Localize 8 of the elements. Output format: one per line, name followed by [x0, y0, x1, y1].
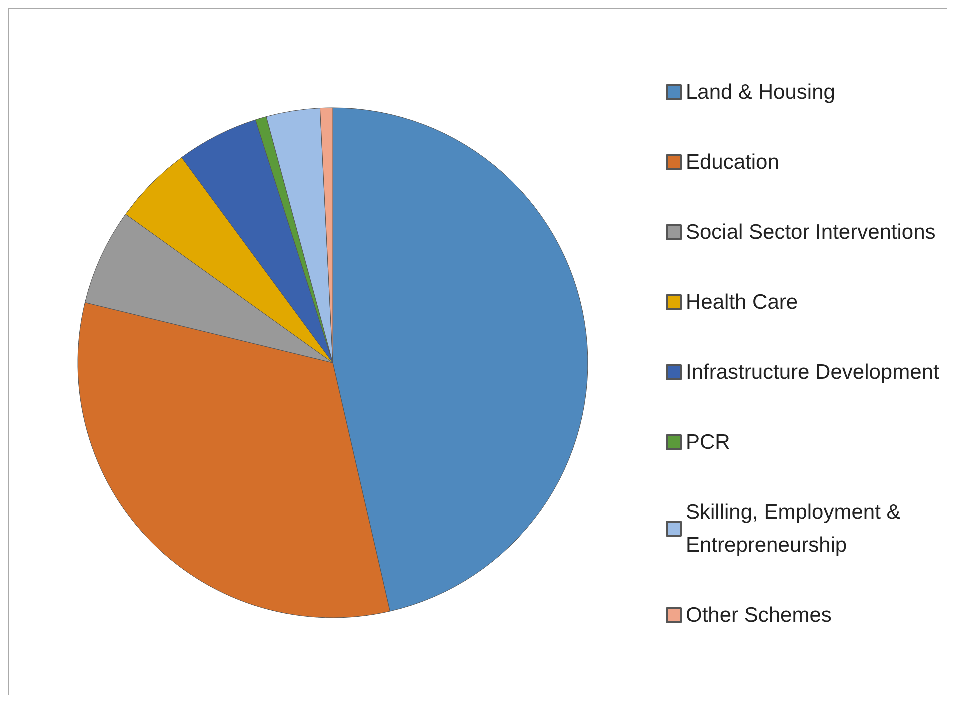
legend-label: Other Schemes	[686, 604, 832, 627]
legend-label: Infrastructure Development	[686, 361, 940, 384]
legend-label: Land & Housing	[686, 81, 836, 104]
legend-label: Education	[686, 151, 780, 174]
legend-label: Skilling, Employment & Entrepreneurship	[686, 501, 907, 557]
legend-label: Health Care	[686, 291, 798, 314]
legend-label: Social Sector Interventions	[686, 221, 936, 244]
legend-label: PCR	[686, 431, 730, 454]
